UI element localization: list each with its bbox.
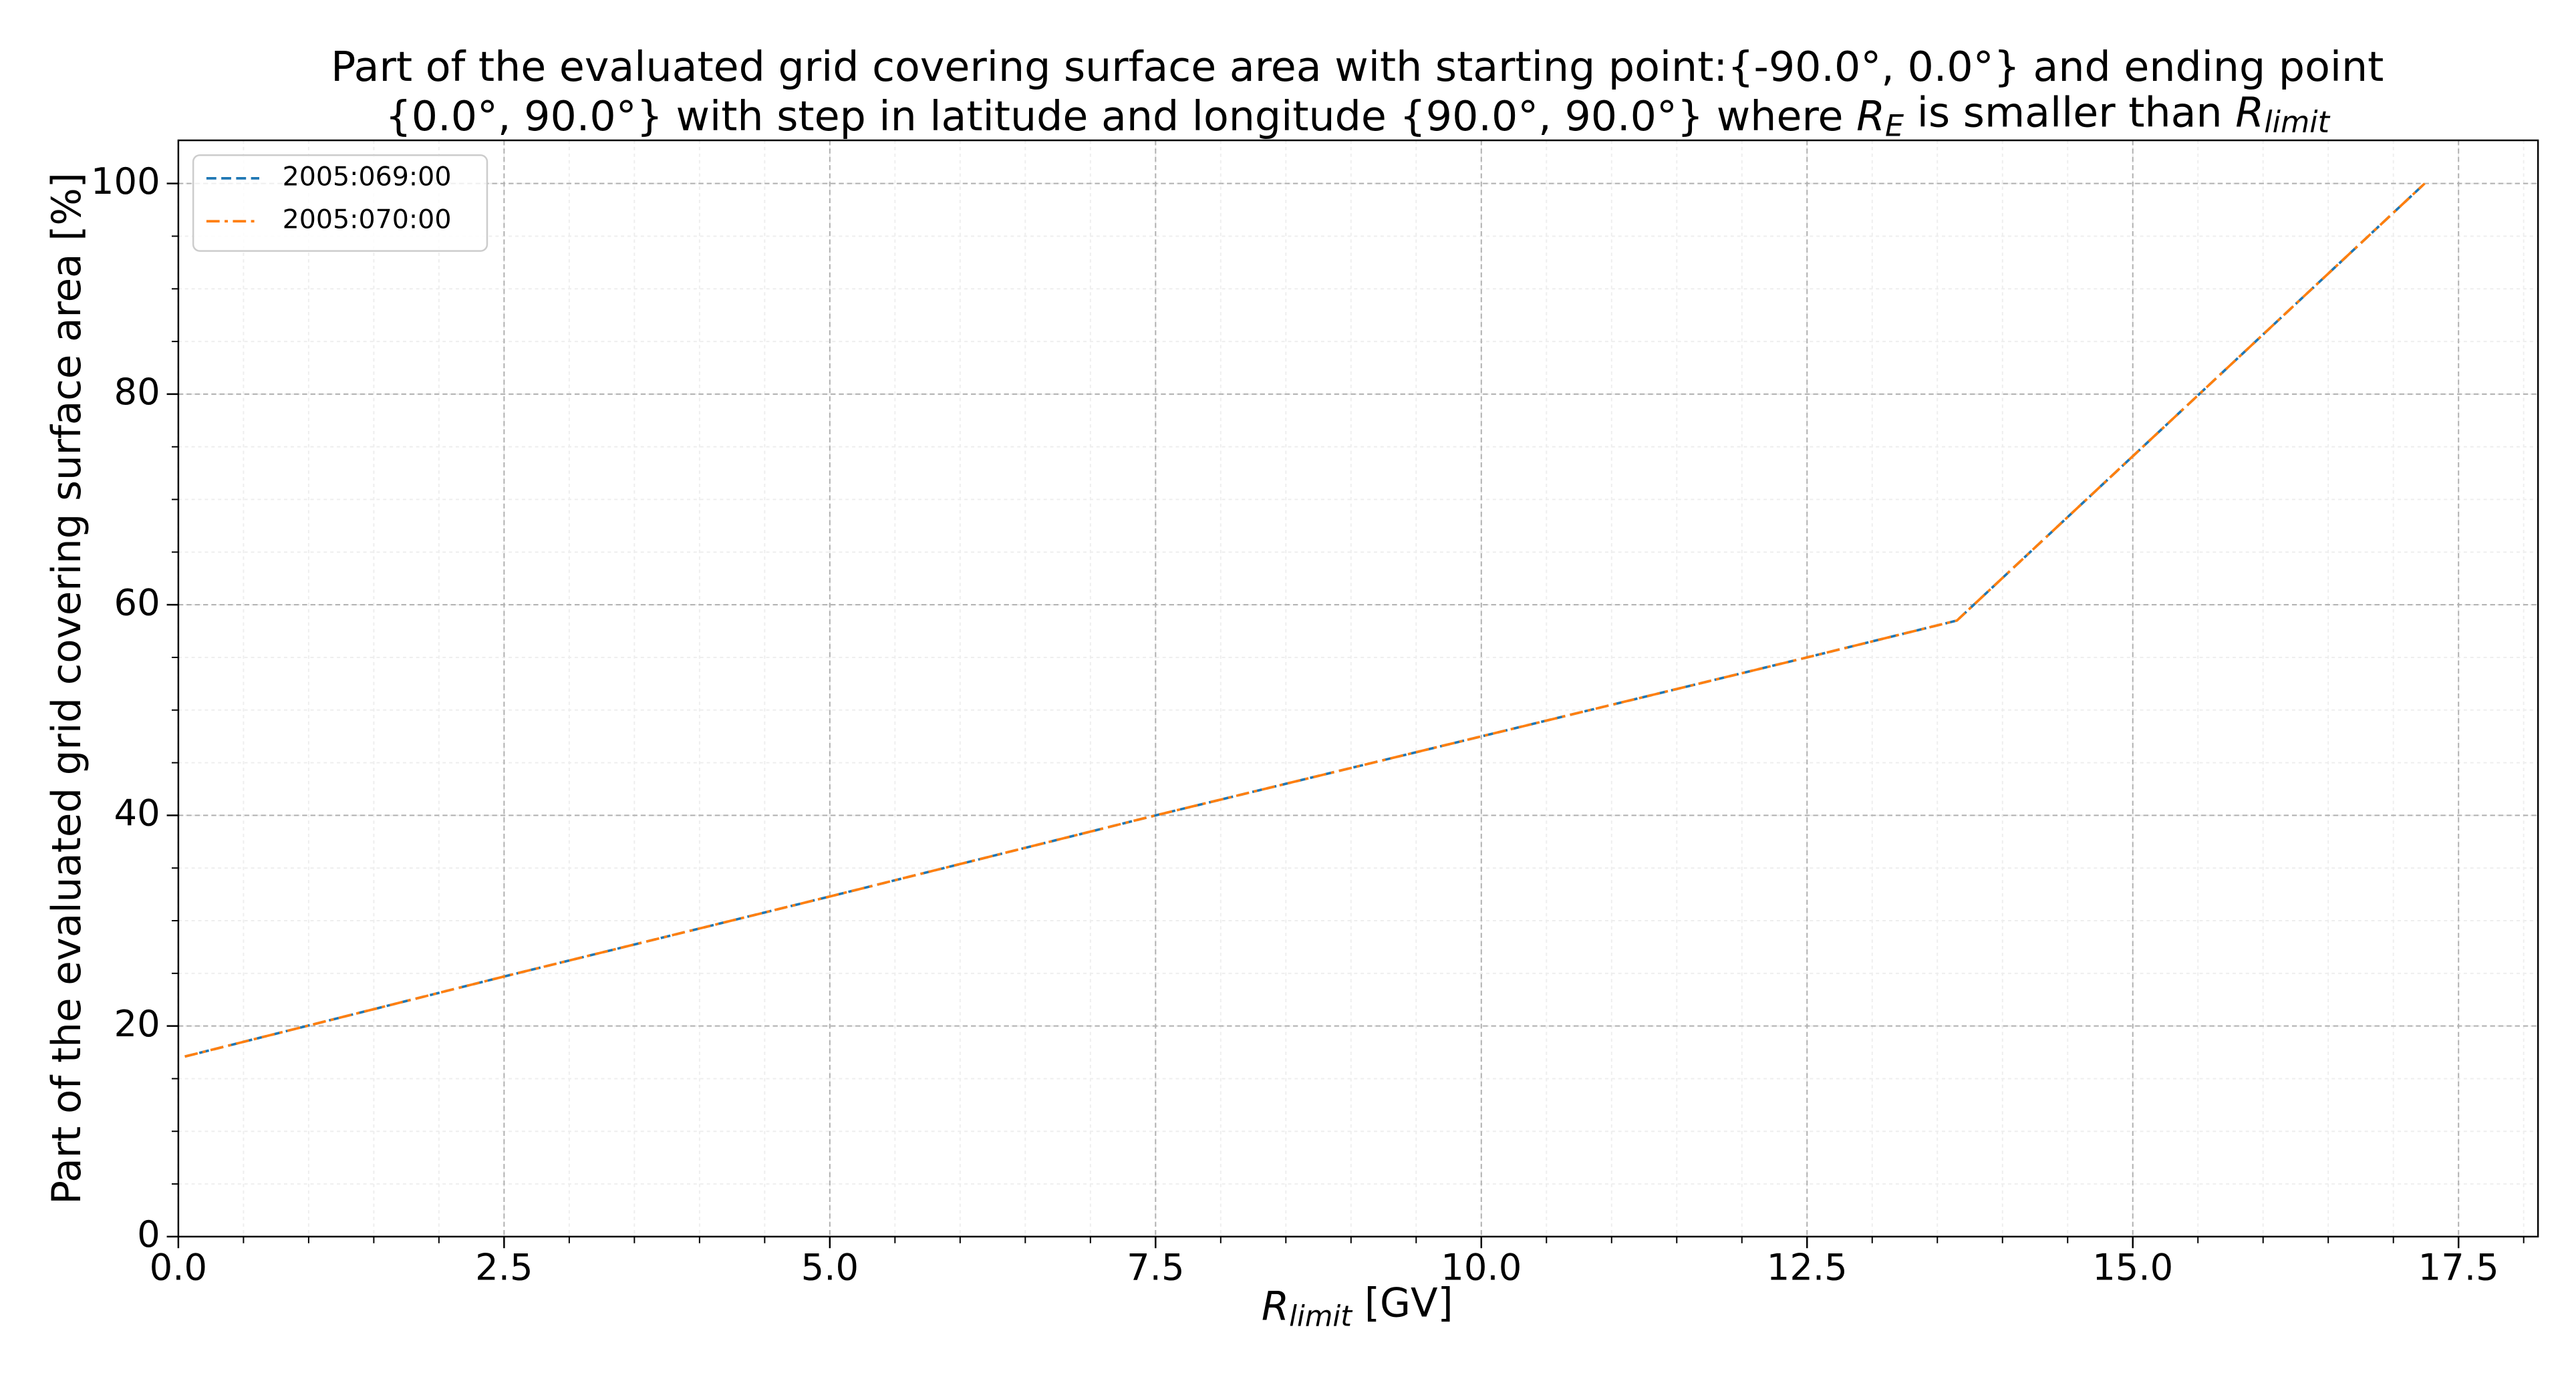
- x-tick-label: 2.5: [475, 1246, 533, 1288]
- x-tick-label: 15.0: [2092, 1246, 2173, 1288]
- plot-frame: [177, 139, 2539, 1238]
- x-tick-label: 5.0: [801, 1246, 859, 1288]
- legend-label: 2005:069:00: [283, 161, 452, 192]
- x-tick-label: 10.0: [1441, 1246, 1522, 1288]
- y-tick-label: 60: [114, 581, 160, 623]
- legend: 2005:069:00 2005:070:00: [192, 154, 488, 252]
- x-tick-label: 17.5: [2418, 1246, 2499, 1288]
- y-tick-label: 40: [114, 792, 160, 834]
- y-tick-label: 0: [137, 1213, 160, 1255]
- y-tick-label: 100: [91, 160, 160, 202]
- x-axis-label: Rlimit​ [GV]: [1262, 1280, 1453, 1333]
- chart-title: {0.0°, 90.0°} with step in latitude and …: [386, 89, 2331, 143]
- x-tick-label: 0.0: [150, 1246, 207, 1288]
- y-tick-label: 80: [114, 371, 160, 413]
- legend-label: 2005:070:00: [283, 204, 452, 235]
- y-tick-label: 20: [114, 1003, 160, 1045]
- chart-title: Part of the evaluated grid covering surf…: [331, 43, 2384, 91]
- x-tick-label: 12.5: [1767, 1246, 1848, 1288]
- legend-box: [192, 154, 488, 252]
- y-axis-label: Part of the evaluated grid covering surf…: [43, 172, 90, 1205]
- data-line: [184, 182, 2426, 1058]
- x-tick-label: 7.5: [1127, 1246, 1184, 1288]
